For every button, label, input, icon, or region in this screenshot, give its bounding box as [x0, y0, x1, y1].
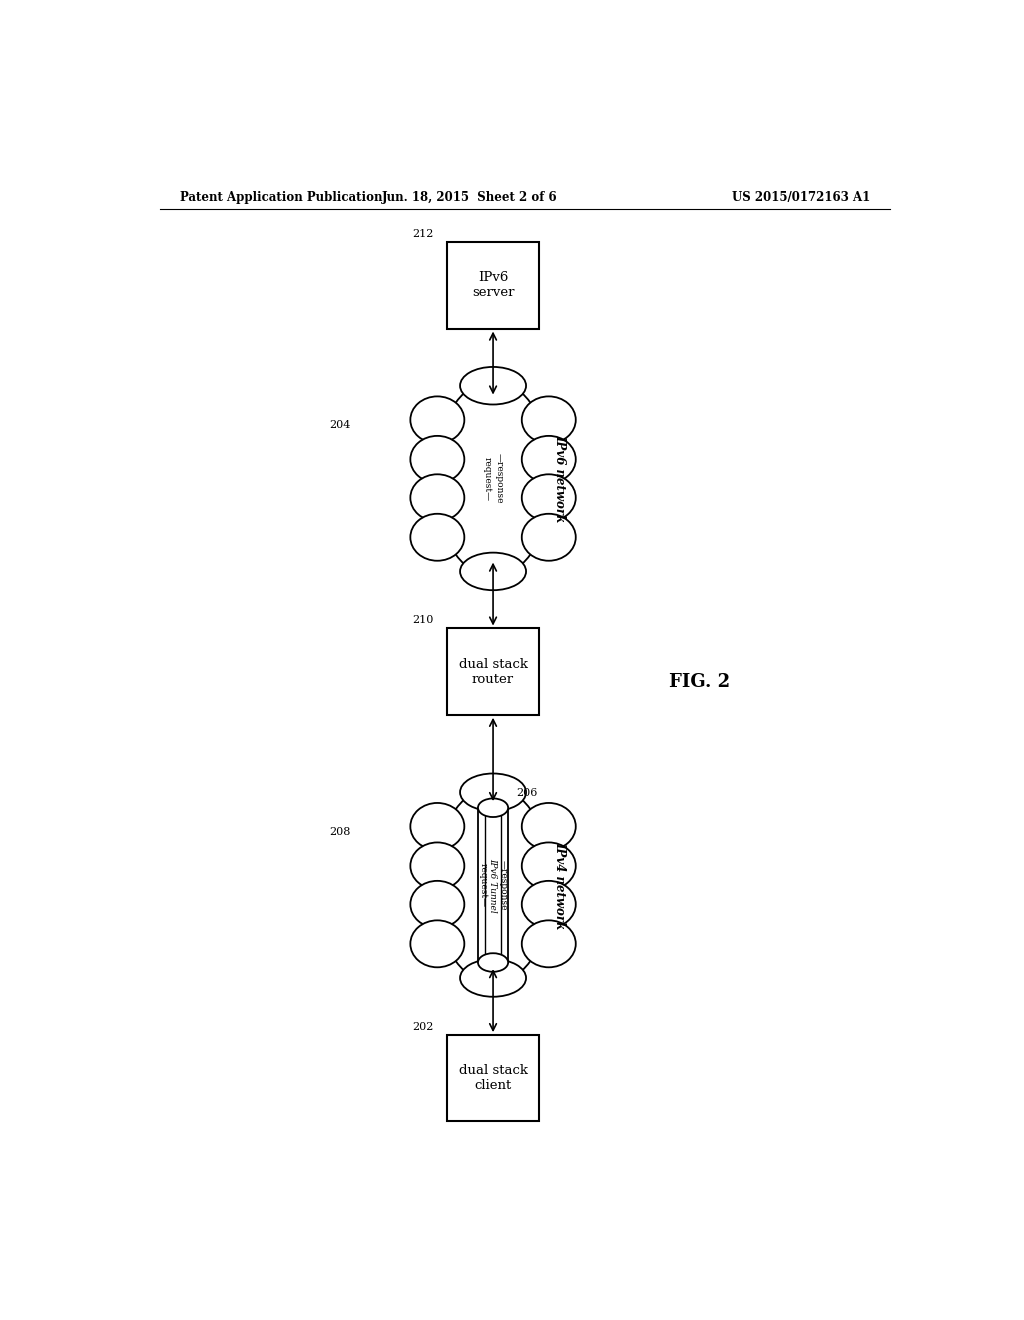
- Ellipse shape: [411, 842, 464, 890]
- Ellipse shape: [411, 803, 464, 850]
- Ellipse shape: [411, 880, 464, 928]
- Text: IPv4 network: IPv4 network: [553, 842, 566, 929]
- Text: IPv6 Tunnel: IPv6 Tunnel: [488, 858, 498, 912]
- Bar: [447, 628, 539, 715]
- Ellipse shape: [411, 920, 464, 968]
- Ellipse shape: [478, 799, 508, 817]
- Text: 212: 212: [412, 230, 433, 239]
- Ellipse shape: [522, 396, 575, 444]
- Ellipse shape: [434, 380, 552, 577]
- Bar: [478, 808, 508, 962]
- Ellipse shape: [522, 474, 575, 521]
- Text: 208: 208: [329, 826, 350, 837]
- Ellipse shape: [411, 513, 464, 561]
- Ellipse shape: [411, 396, 464, 444]
- Text: request—: request—: [478, 863, 487, 907]
- Text: —response: —response: [495, 453, 504, 504]
- Bar: [484, 808, 502, 962]
- Text: request—: request—: [482, 457, 492, 500]
- Text: 202: 202: [412, 1022, 433, 1032]
- Bar: [447, 243, 539, 329]
- Ellipse shape: [522, 436, 575, 483]
- Text: Jun. 18, 2015  Sheet 2 of 6: Jun. 18, 2015 Sheet 2 of 6: [381, 190, 557, 203]
- Ellipse shape: [522, 513, 575, 561]
- Text: 206: 206: [516, 788, 538, 797]
- Bar: [447, 1035, 539, 1122]
- Ellipse shape: [460, 960, 526, 997]
- Ellipse shape: [411, 474, 464, 521]
- Ellipse shape: [411, 436, 464, 483]
- Text: 204: 204: [329, 420, 350, 430]
- Text: FIG. 2: FIG. 2: [669, 673, 730, 690]
- Ellipse shape: [522, 880, 575, 928]
- Text: dual stack
router: dual stack router: [459, 657, 527, 685]
- Text: 210: 210: [412, 615, 433, 626]
- Ellipse shape: [434, 787, 552, 983]
- Text: IPv6
server: IPv6 server: [472, 272, 514, 300]
- Text: Patent Application Publication: Patent Application Publication: [179, 190, 382, 203]
- Text: US 2015/0172163 A1: US 2015/0172163 A1: [732, 190, 870, 203]
- Ellipse shape: [522, 920, 575, 968]
- Text: —response: —response: [499, 859, 508, 911]
- Ellipse shape: [460, 774, 526, 810]
- Ellipse shape: [478, 953, 508, 972]
- Text: dual stack
client: dual stack client: [459, 1064, 527, 1092]
- Ellipse shape: [522, 842, 575, 890]
- Text: IPv6 network: IPv6 network: [553, 436, 566, 523]
- Ellipse shape: [460, 367, 526, 404]
- Ellipse shape: [460, 553, 526, 590]
- Ellipse shape: [522, 803, 575, 850]
